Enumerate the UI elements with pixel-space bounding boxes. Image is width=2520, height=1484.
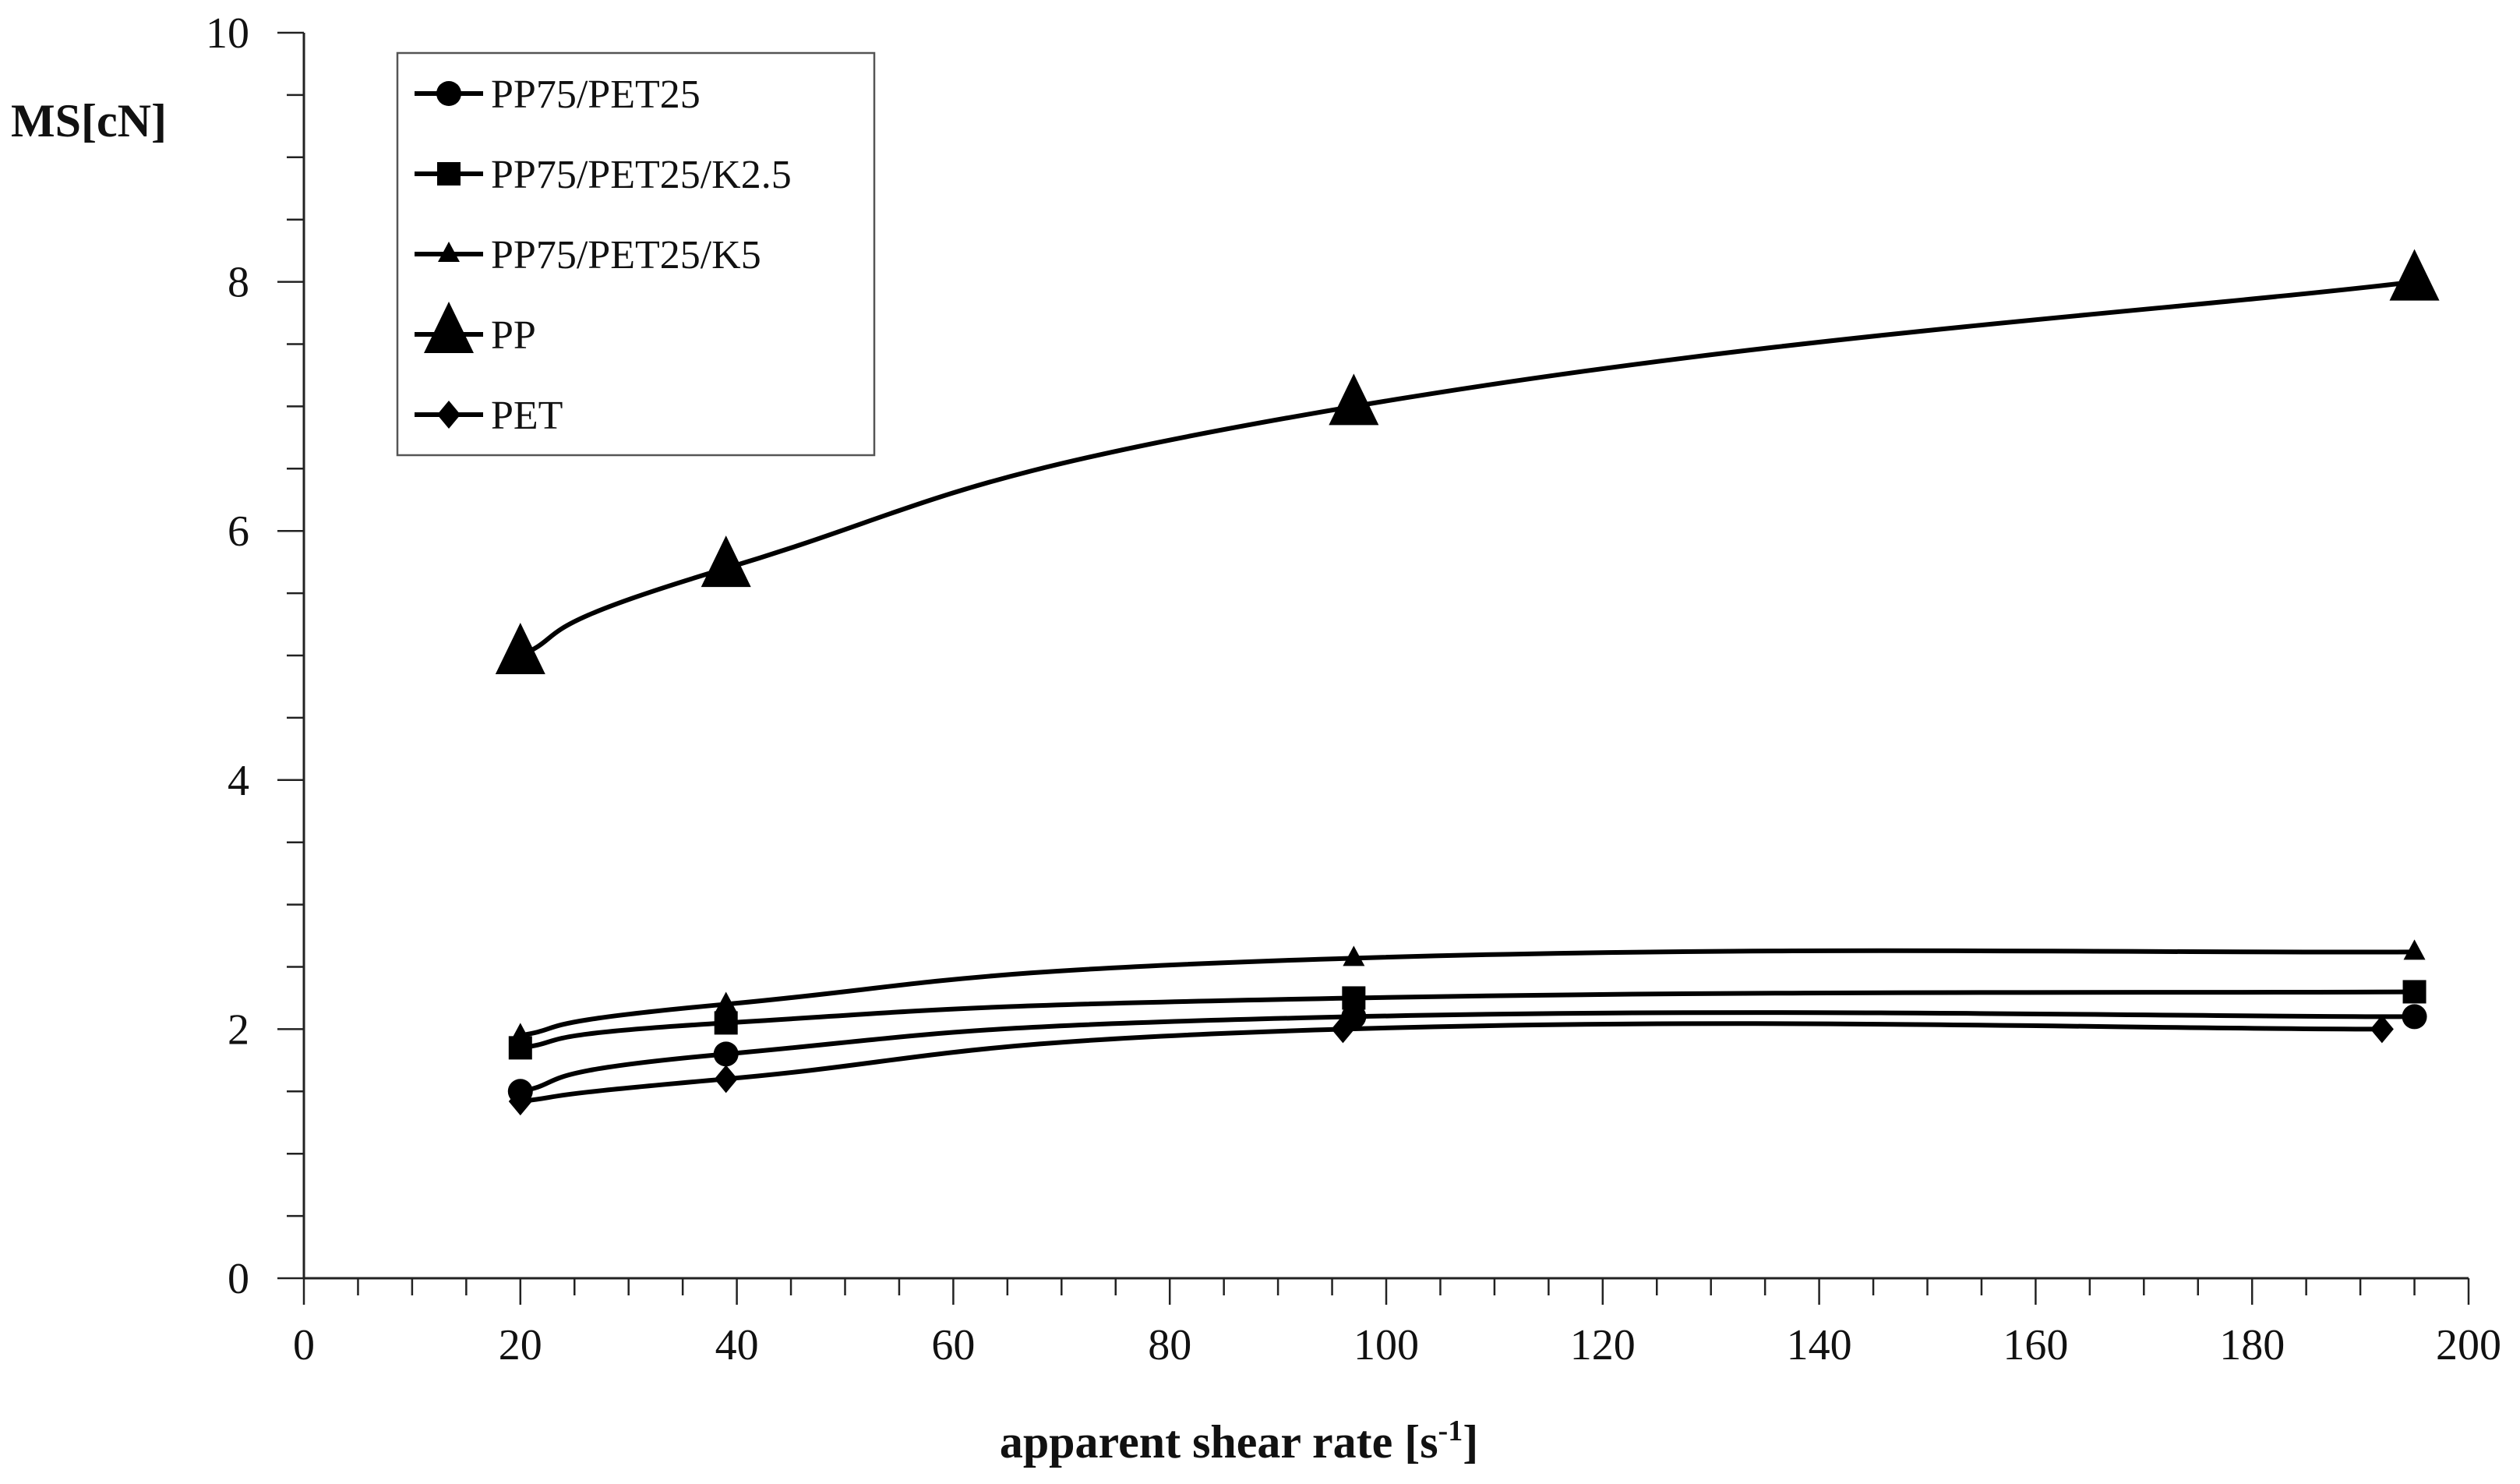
- x-tick-label: 40: [715, 1321, 759, 1369]
- legend-marker: [436, 81, 461, 106]
- data-point: [714, 1011, 738, 1035]
- legend: PP75/PET25 PP75/PET25/K2.5 PP75/PET25/K5 PP…: [396, 51, 876, 457]
- legend-item: PP75/PET25/K5: [415, 233, 761, 277]
- data-point: [2389, 249, 2440, 301]
- data-point: [2402, 980, 2426, 1004]
- legend-label: PP: [491, 313, 536, 358]
- data-point: [701, 535, 751, 588]
- legend-label: PP75/PET25/K2.5: [491, 153, 792, 197]
- series-line: [517, 948, 2417, 1038]
- legend-label: PET: [491, 394, 563, 438]
- data-point: [713, 1041, 739, 1067]
- y-tick-label: 4: [228, 757, 249, 805]
- data-point: [1342, 986, 1366, 1010]
- legend-item: PP75/PET25: [415, 72, 701, 117]
- legend-marker: [437, 401, 461, 429]
- data-point: [1343, 945, 1365, 966]
- x-axis-title-end: ]: [1463, 1416, 1478, 1468]
- data-point: [2403, 939, 2426, 960]
- x-tick-label: 120: [1570, 1321, 1636, 1369]
- data-point: [495, 623, 545, 674]
- data-point: [2402, 1004, 2427, 1030]
- legend-marker: [438, 242, 460, 262]
- legend-item: PP75/PET25/K2.5: [415, 153, 792, 197]
- y-tick-label: 10: [206, 9, 249, 58]
- series-line: [517, 279, 2417, 658]
- y-tick-label: 8: [228, 259, 249, 307]
- x-tick-label: 160: [2003, 1321, 2068, 1369]
- data-point: [715, 991, 737, 1012]
- x-tick-label: 100: [1354, 1321, 1419, 1369]
- y-tick-label: 2: [228, 1005, 249, 1054]
- data-point: [2370, 1015, 2394, 1044]
- series-PP75/PET25/K2.5: [508, 980, 2426, 1060]
- x-tick-label: 80: [1148, 1321, 1191, 1369]
- series-PP: [495, 249, 2440, 674]
- legend-item: PP: [415, 302, 536, 358]
- y-axis-title: MS[cN]: [11, 95, 167, 147]
- x-tick-label: 60: [931, 1321, 975, 1369]
- data-point: [508, 1087, 532, 1116]
- x-tick-label: 0: [293, 1321, 315, 1369]
- legend-marker: [424, 302, 474, 353]
- legend-item: PET: [415, 394, 563, 438]
- series-line: [517, 1010, 2417, 1094]
- legend-marker: [437, 162, 461, 186]
- x-tick-label: 200: [2436, 1321, 2501, 1369]
- data-point: [509, 1023, 531, 1044]
- data-point: [1331, 1015, 1355, 1044]
- y-tick-label: 0: [228, 1255, 249, 1303]
- x-axis-title: apparent shear rate [s-1]: [1000, 1415, 1478, 1468]
- legend-label: PP75/PET25/K5: [491, 233, 761, 277]
- data-point: [1329, 373, 1379, 426]
- x-tick-label: 140: [1787, 1321, 1852, 1369]
- series-line: [517, 989, 2417, 1051]
- legend-label: PP75/PET25: [491, 72, 701, 117]
- x-axis-title-main: apparent shear rate [s: [1000, 1416, 1438, 1468]
- series-PET: [508, 1015, 2394, 1116]
- series-layer: [495, 249, 2440, 1116]
- data-point: [714, 1065, 738, 1094]
- series-PP75/PET25/K5: [509, 939, 2426, 1044]
- axes: 0 20 40 60 80 100 120 140 160 180 200 0 2 4 6 8 10: [206, 9, 2501, 1369]
- x-axis-title-exponent: -1: [1438, 1415, 1463, 1447]
- x-tick-label: 20: [499, 1321, 542, 1369]
- series-line: [517, 1021, 2384, 1104]
- y-tick-label: 6: [228, 507, 249, 556]
- x-tick-label: 180: [2219, 1321, 2285, 1369]
